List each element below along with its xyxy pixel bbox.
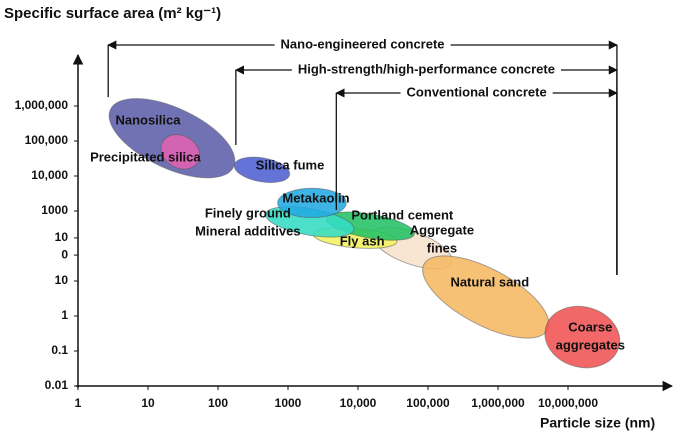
y-axis-title: Specific surface area (m² kg⁻¹) <box>4 5 221 22</box>
region <box>544 305 621 369</box>
x-tick-label: 1000 <box>275 396 302 410</box>
x-tick-label: 1,000,000 <box>471 396 525 410</box>
range-label-bg <box>400 84 553 100</box>
region <box>233 156 291 184</box>
y-tick-label: 10,000 <box>31 168 68 182</box>
y-tick-label: 1000 <box>41 203 68 217</box>
y-tick-label: 10 <box>55 273 69 287</box>
region-label: Coarse <box>568 320 612 335</box>
x-tick-label: 100 <box>208 396 228 410</box>
region-label: Mineral additives <box>195 223 300 238</box>
region-label: Portland cement <box>351 208 454 223</box>
region <box>160 134 201 170</box>
region-label: Aggregate <box>410 222 474 237</box>
range-label-bg <box>274 36 451 52</box>
region-label: Precipitated silica <box>90 149 201 164</box>
x-tick-label: 1 <box>75 396 82 410</box>
region-label: Natural sand <box>450 274 529 289</box>
y-tick-label: 0.1 <box>51 343 68 357</box>
x-axis-title: Particle size (nm) <box>540 415 655 431</box>
region-label: Silica fume <box>256 157 325 172</box>
region-label: Fly ash <box>340 233 385 248</box>
y-tick-label: 100,000 <box>25 133 69 147</box>
y-tick-label: 1,000,000 <box>15 98 69 112</box>
x-tick-label: 10,000 <box>340 396 377 410</box>
y-tick-label: 0.01 <box>45 378 69 392</box>
range-label: High-strength/high-performance concrete <box>298 61 555 76</box>
region <box>422 255 550 339</box>
range-label: Conventional concrete <box>407 84 547 99</box>
y-tick-label: 0 <box>61 247 68 261</box>
x-tick-label: 10 <box>141 396 155 410</box>
y-tick-label: 1 <box>61 308 68 322</box>
range-label: Nano-engineered concrete <box>281 36 445 51</box>
y-tick-label: 10 <box>55 230 69 244</box>
region-label: fines <box>427 240 457 255</box>
region <box>277 187 347 219</box>
region-label: Finely ground <box>205 205 291 220</box>
region-label: Nanosilica <box>115 113 181 128</box>
region-label: aggregates <box>556 338 625 353</box>
range-label-bg <box>291 61 561 77</box>
region-label: Metakaolin <box>282 190 349 205</box>
x-tick-label: 100,000 <box>406 396 450 410</box>
x-tick-label: 10,000,000 <box>538 396 598 410</box>
